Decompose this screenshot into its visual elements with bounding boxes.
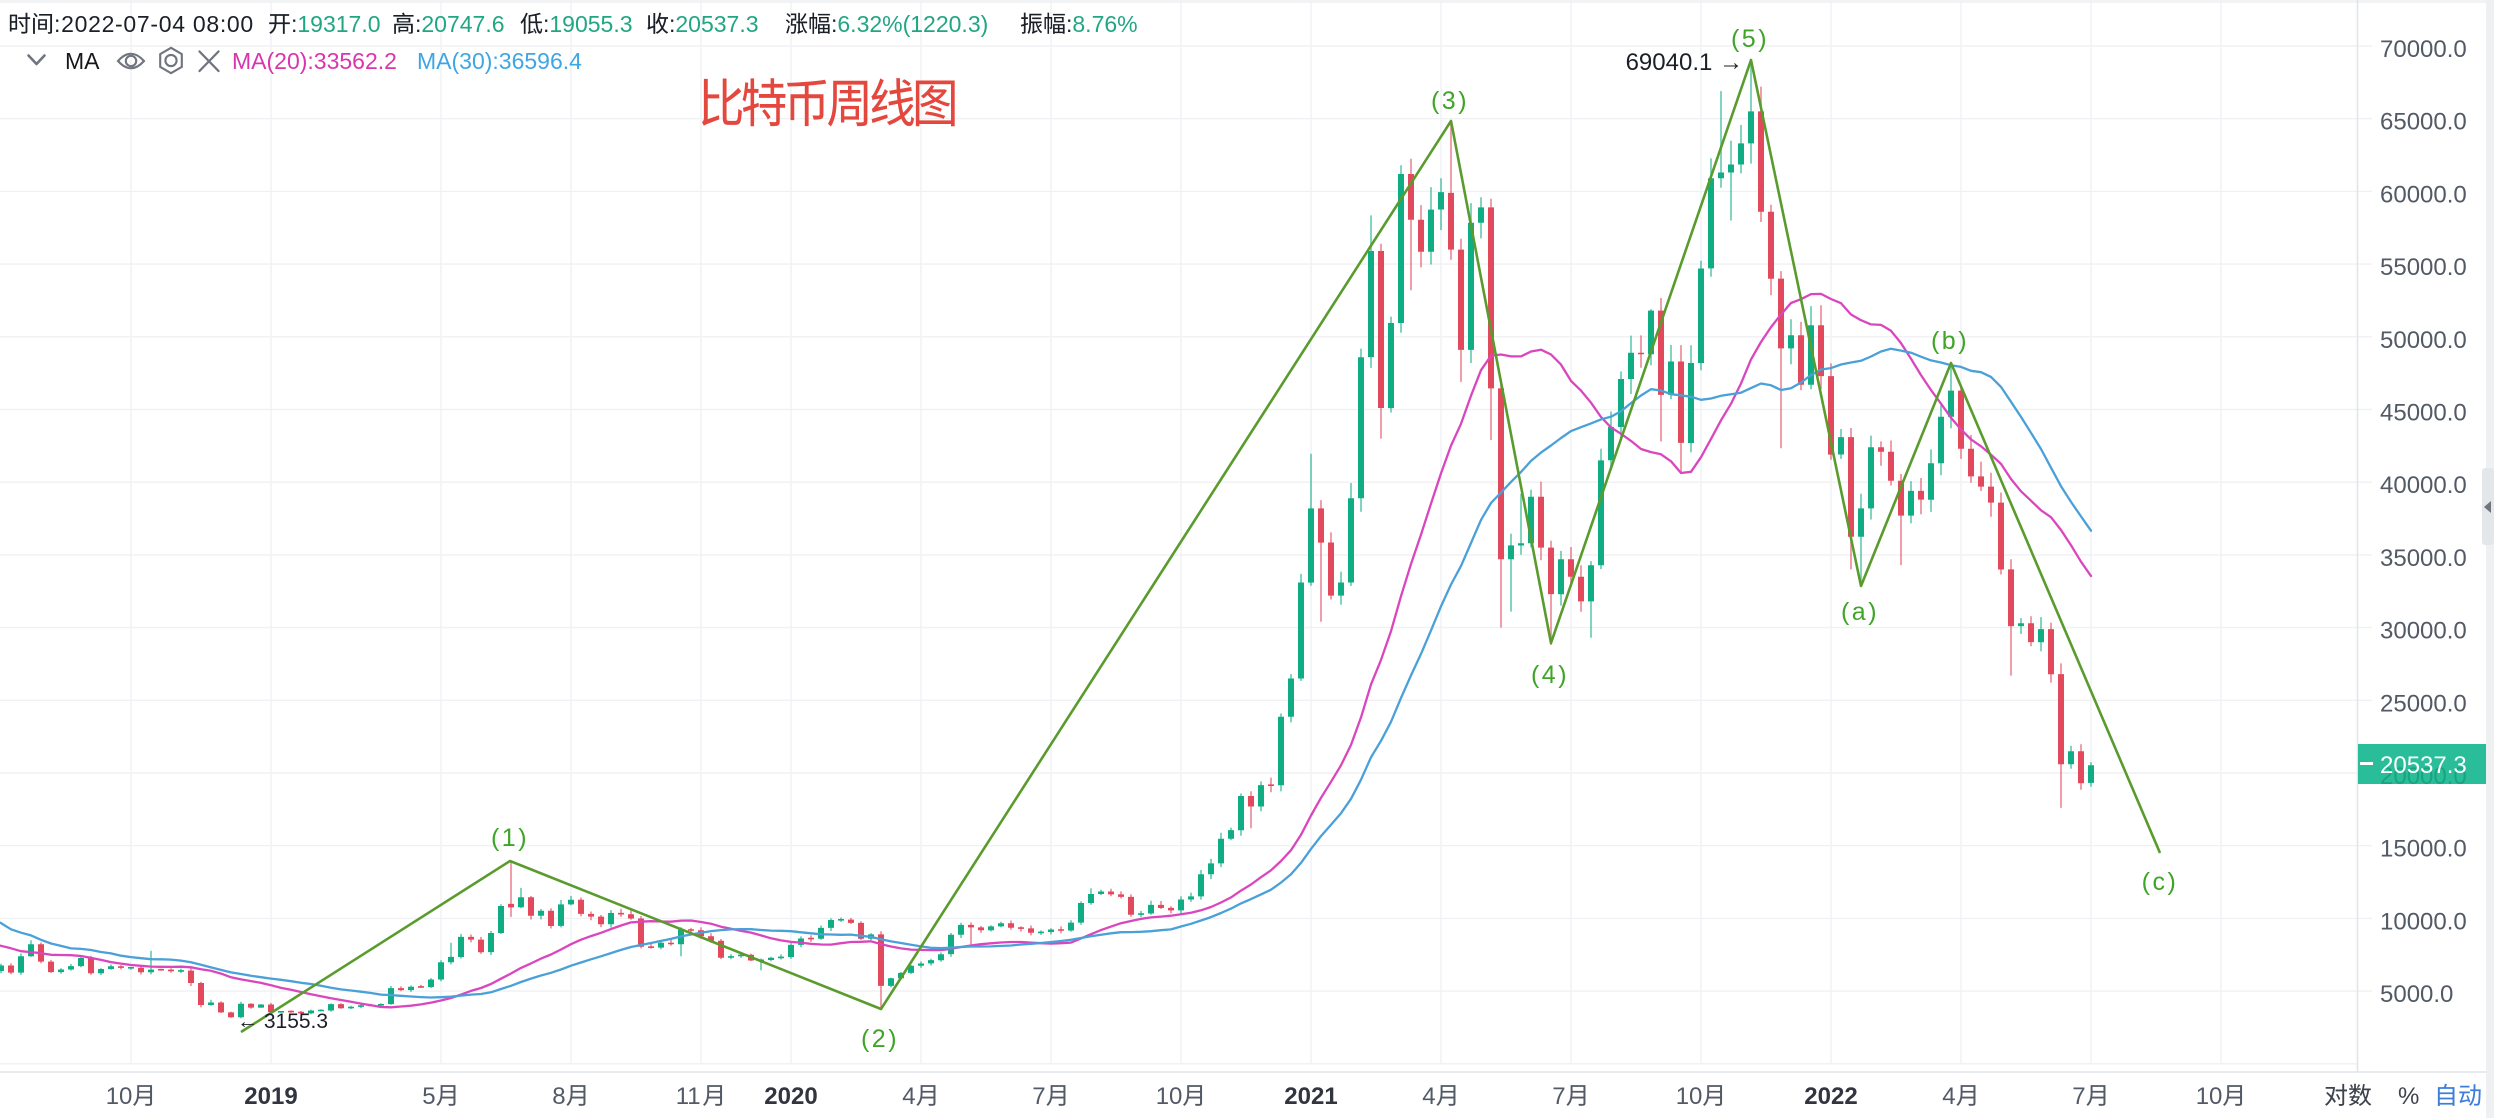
svg-text:10000.0: 10000.0	[2380, 908, 2467, 935]
svg-text::8.76%: :8.76%	[1066, 11, 1138, 37]
svg-text:4: 4	[1942, 1083, 1955, 1110]
svg-text:2021: 2021	[1284, 1083, 1337, 1110]
svg-text:65000.0: 65000.0	[2380, 109, 2467, 136]
svg-text:(4): (4)	[1531, 661, 1569, 689]
svg-text:35000.0: 35000.0	[2380, 545, 2467, 572]
svg-text:(c): (c)	[2142, 868, 2179, 896]
svg-text:(3): (3)	[1431, 87, 1469, 115]
svg-text:4: 4	[902, 1083, 915, 1110]
svg-text:25000.0: 25000.0	[2380, 690, 2467, 717]
svg-text:2019: 2019	[244, 1083, 297, 1110]
svg-text::19055.3: :19055.3	[543, 11, 633, 37]
svg-text:%: %	[2398, 1083, 2419, 1110]
svg-text:← 3155.3: ← 3155.3	[237, 1010, 328, 1033]
svg-text:40000.0: 40000.0	[2380, 472, 2467, 499]
svg-text::20747.6: :20747.6	[415, 11, 505, 37]
svg-text:8: 8	[552, 1083, 565, 1110]
svg-text:11: 11	[676, 1083, 701, 1110]
svg-text::19317.0: :19317.0	[291, 11, 381, 37]
svg-text:10: 10	[1156, 1083, 1183, 1110]
svg-text:5000.0: 5000.0	[2380, 981, 2453, 1008]
svg-text:(a): (a)	[1841, 598, 1879, 626]
svg-text:(5): (5)	[1731, 25, 1769, 53]
svg-text:30000.0: 30000.0	[2380, 618, 2467, 645]
svg-text:MA(30):36596.4: MA(30):36596.4	[417, 48, 582, 74]
svg-text:MA(20):33562.2: MA(20):33562.2	[232, 48, 397, 74]
svg-text:10: 10	[1676, 1083, 1703, 1110]
svg-text:(2): (2)	[861, 1025, 899, 1053]
svg-text:10: 10	[106, 1083, 133, 1110]
svg-text:20000.0: 20000.0	[2380, 763, 2467, 790]
svg-text:(1): (1)	[491, 824, 529, 852]
svg-text:69040.1 →: 69040.1 →	[1626, 49, 1743, 76]
svg-text:70000.0: 70000.0	[2380, 36, 2467, 63]
svg-text::20537.3: :20537.3	[669, 11, 759, 37]
svg-text:2022: 2022	[1804, 1083, 1857, 1110]
svg-text:7: 7	[1552, 1083, 1565, 1110]
svg-text:50000.0: 50000.0	[2380, 327, 2467, 354]
svg-text::6.32%(1220.3): :6.32%(1220.3)	[831, 11, 988, 37]
svg-text:2020: 2020	[764, 1083, 817, 1110]
svg-text:45000.0: 45000.0	[2380, 400, 2467, 427]
svg-text:20537.3: 20537.3	[2380, 752, 2467, 779]
svg-text:MA: MA	[65, 48, 100, 74]
svg-text:7: 7	[1032, 1083, 1045, 1110]
svg-text:5: 5	[422, 1083, 435, 1110]
svg-text:4: 4	[1422, 1083, 1435, 1110]
svg-text:7: 7	[2072, 1083, 2085, 1110]
svg-text:(b): (b)	[1931, 327, 1969, 355]
svg-text:60000.0: 60000.0	[2380, 181, 2467, 208]
svg-text::2022-07-04 08:00: :2022-07-04 08:00	[54, 11, 254, 37]
svg-text:10: 10	[2196, 1083, 2223, 1110]
svg-text:55000.0: 55000.0	[2380, 254, 2467, 281]
svg-text:15000.0: 15000.0	[2380, 836, 2467, 863]
